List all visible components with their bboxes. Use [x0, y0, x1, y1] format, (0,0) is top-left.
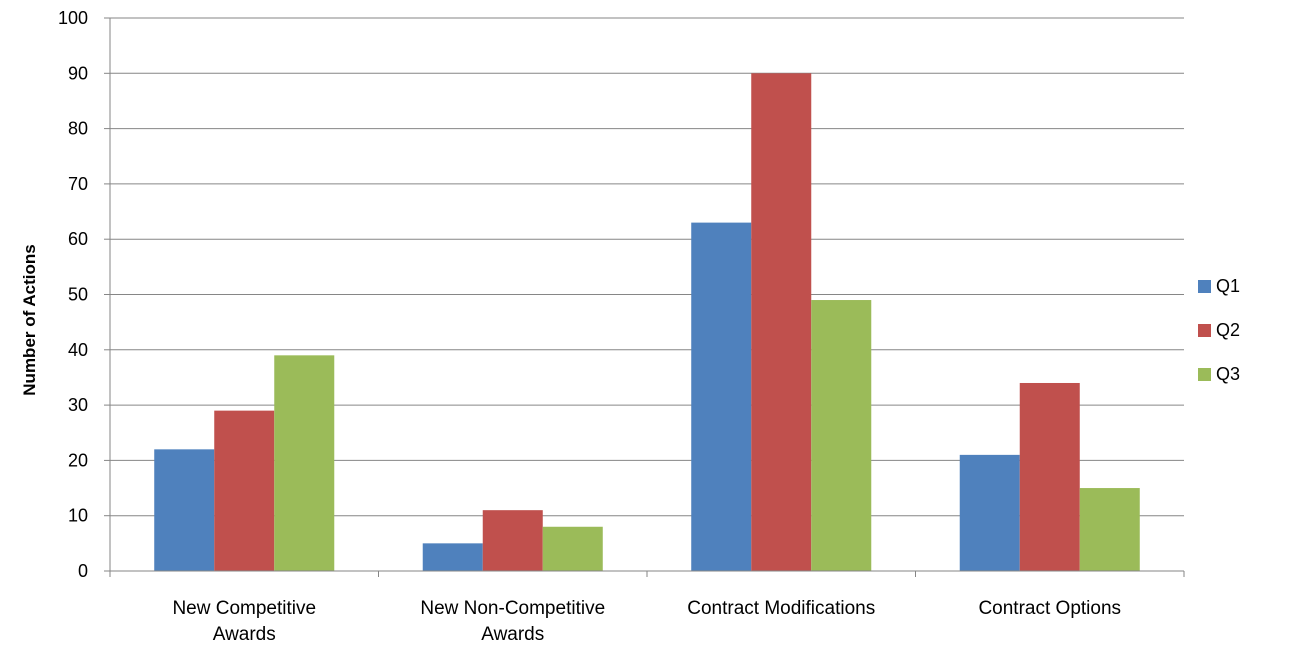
bar-q3-cat-1 [274, 355, 334, 571]
y-tick-label: 100 [58, 8, 88, 28]
y-tick-label: 90 [68, 63, 88, 83]
y-tick-label: 20 [68, 450, 88, 470]
y-tick-label: 60 [68, 229, 88, 249]
x-category-label: Contract Options [978, 598, 1121, 619]
y-tick-label: 70 [68, 174, 88, 194]
legend-label-q1: Q1 [1216, 276, 1240, 296]
legend-label-q3: Q3 [1216, 364, 1240, 384]
y-tick-label: 10 [68, 506, 88, 526]
x-category-label-line: New Competitive [172, 598, 316, 619]
legend: Q1 Q2 Q3 [1198, 276, 1240, 384]
bar-q1-cat-2 [423, 543, 483, 571]
bar-q3-cat-2 [543, 527, 603, 571]
y-axis-ticks: 0 10 20 30 40 50 60 70 80 90 100 [58, 8, 110, 581]
x-category-label: Contract Modifications [687, 598, 875, 619]
bar-q2-cat-1 [214, 411, 274, 571]
legend-label-q2: Q2 [1216, 320, 1240, 340]
y-tick-label: 50 [68, 285, 88, 305]
bar-q1-cat-1 [154, 449, 214, 571]
x-category-label-line: Contract Modifications [687, 598, 875, 619]
bar-q3-cat-4 [1080, 488, 1140, 571]
x-category-label-line: Contract Options [978, 598, 1121, 619]
bar-q3-cat-3 [811, 300, 871, 571]
y-tick-label: 0 [78, 561, 88, 581]
bar-q2-cat-2 [483, 510, 543, 571]
bar-q1-cat-3 [691, 223, 751, 571]
legend-swatch-q1 [1198, 280, 1211, 293]
legend-swatch-q3 [1198, 368, 1211, 381]
bar-q2-cat-3 [751, 73, 811, 571]
x-category-label-line: New Non-Competitive [420, 598, 605, 619]
x-category-label: New Non-Competitive Awards [420, 598, 605, 645]
bar-q1-cat-4 [960, 455, 1020, 571]
y-tick-label: 80 [68, 119, 88, 139]
y-axis-title: Number of Actions [20, 244, 39, 395]
y-tick-label: 40 [68, 340, 88, 360]
bar-q2-cat-4 [1020, 383, 1080, 571]
x-category-label-line: Awards [213, 624, 276, 645]
x-category-label-line: Awards [481, 624, 544, 645]
y-tick-label: 30 [68, 395, 88, 415]
legend-swatch-q2 [1198, 324, 1211, 337]
bars [154, 73, 1140, 571]
x-category-label: New Competitive Awards [172, 598, 316, 645]
